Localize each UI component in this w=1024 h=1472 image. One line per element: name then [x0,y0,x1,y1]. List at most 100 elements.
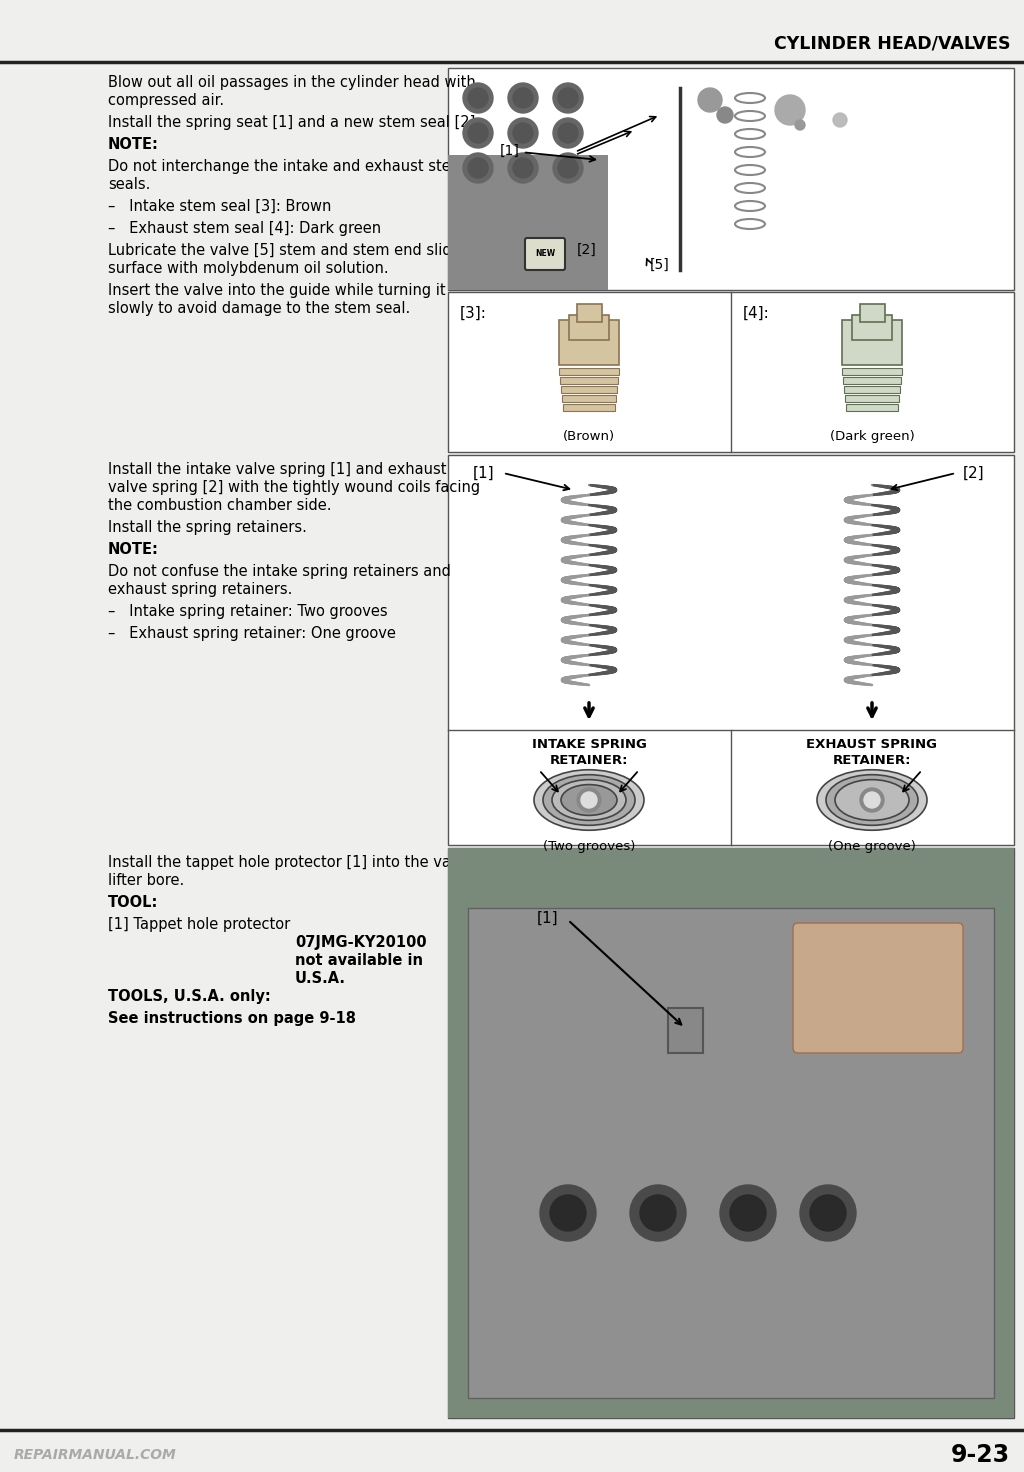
Bar [569,315,609,340]
Circle shape [508,118,538,149]
Text: EXHAUST SPRING
RETAINER:: EXHAUST SPRING RETAINER: [807,737,938,767]
Circle shape [553,118,583,149]
Text: lifter bore.: lifter bore. [108,873,184,888]
Text: exhaust spring retainers.: exhaust spring retainers. [108,581,293,598]
Bar [563,403,615,411]
Bar [559,368,618,375]
Text: surface with molybdenum oil solution.: surface with molybdenum oil solution. [108,261,389,277]
Ellipse shape [552,780,626,820]
Circle shape [463,82,493,113]
Text: Insert the valve into the guide while turning it: Insert the valve into the guide while tu… [108,283,445,297]
Text: See instructions on page 9-18: See instructions on page 9-18 [108,1011,356,1026]
Circle shape [864,792,880,808]
Circle shape [720,1185,776,1241]
Circle shape [508,153,538,183]
Bar [449,68,1014,290]
Text: –   Exhaust spring retainer: One groove: – Exhaust spring retainer: One groove [108,626,396,640]
Text: (Dark green): (Dark green) [829,430,914,443]
Circle shape [468,124,488,143]
Bar [842,368,902,375]
Text: INTAKE SPRING
RETAINER:: INTAKE SPRING RETAINER: [531,737,646,767]
Text: –   Intake spring retainer: Two grooves: – Intake spring retainer: Two grooves [108,604,388,620]
Circle shape [730,1195,766,1231]
Text: NOTE:: NOTE: [108,542,159,556]
Text: the combustion chamber side.: the combustion chamber side. [108,498,332,514]
Text: [1] Tappet hole protector: [1] Tappet hole protector [108,917,290,932]
Text: NEW: NEW [535,249,555,259]
Text: seals.: seals. [108,177,151,191]
Circle shape [717,107,733,124]
FancyBboxPatch shape [525,238,565,269]
Bar [449,155,608,290]
Circle shape [463,153,493,183]
Circle shape [800,1185,856,1241]
Text: Blow out all oil passages in the cylinder head with: Blow out all oil passages in the cylinde… [108,75,476,90]
Circle shape [833,113,847,127]
Text: –   Intake stem seal [3]: Brown: – Intake stem seal [3]: Brown [108,199,332,213]
Bar [449,291,1014,452]
Text: Lubricate the valve [5] stem and stem end sliding: Lubricate the valve [5] stem and stem en… [108,243,474,258]
Bar [859,305,885,322]
Text: Install the intake valve spring [1] and exhaust: Install the intake valve spring [1] and … [108,462,446,477]
Circle shape [513,124,534,143]
Text: [4]:: [4]: [743,306,770,321]
Circle shape [553,153,583,183]
Bar [468,908,994,1398]
Bar [449,848,1014,1418]
Circle shape [558,158,578,178]
Circle shape [468,158,488,178]
Text: compressed air.: compressed air. [108,93,224,107]
Text: Install the spring retainers.: Install the spring retainers. [108,520,307,534]
Ellipse shape [826,774,918,826]
Circle shape [513,88,534,107]
Bar [559,319,618,365]
Ellipse shape [817,770,927,830]
Circle shape [540,1185,596,1241]
Text: [1]: [1] [500,144,595,162]
Text: Do not interchange the intake and exhaust stem: Do not interchange the intake and exhaus… [108,159,465,174]
Text: (Brown): (Brown) [563,430,615,443]
Ellipse shape [543,774,635,826]
Text: [1]: [1] [538,911,559,926]
Circle shape [795,121,805,130]
Circle shape [550,1195,586,1231]
Text: CYLINDER HEAD/VALVES: CYLINDER HEAD/VALVES [773,35,1010,53]
Circle shape [513,158,534,178]
Circle shape [775,96,805,125]
Text: NOTE:: NOTE: [108,137,159,152]
Bar [560,377,618,384]
Text: [1]: [1] [473,465,495,480]
Circle shape [508,82,538,113]
Bar [561,386,617,393]
Bar [577,305,601,322]
Bar [844,386,900,393]
Ellipse shape [835,780,909,820]
Text: [5]: [5] [650,258,670,272]
Ellipse shape [561,785,617,815]
Text: –   Exhaust stem seal [4]: Dark green: – Exhaust stem seal [4]: Dark green [108,221,381,236]
Text: U.S.A.: U.S.A. [295,972,346,986]
Text: not available in: not available in [295,952,423,969]
Bar [562,394,616,402]
Text: 07JMG-KY20100: 07JMG-KY20100 [295,935,427,949]
Text: [3]:: [3]: [460,306,486,321]
Circle shape [640,1195,676,1231]
Circle shape [558,124,578,143]
Circle shape [468,88,488,107]
Circle shape [860,788,884,813]
Bar [843,377,901,384]
Circle shape [581,792,597,808]
Text: REPAIRMANUAL.COM: REPAIRMANUAL.COM [14,1448,177,1462]
Circle shape [810,1195,846,1231]
Text: (Two grooves): (Two grooves) [543,841,635,852]
Circle shape [558,88,578,107]
Bar [668,1008,703,1052]
Bar [842,319,902,365]
Text: valve spring [2] with the tightly wound coils facing: valve spring [2] with the tightly wound … [108,480,480,495]
Circle shape [577,788,601,813]
Text: TOOL:: TOOL: [108,895,159,910]
Ellipse shape [534,770,644,830]
FancyBboxPatch shape [793,923,963,1052]
Text: [2]: [2] [577,243,597,258]
Bar [449,455,1014,845]
